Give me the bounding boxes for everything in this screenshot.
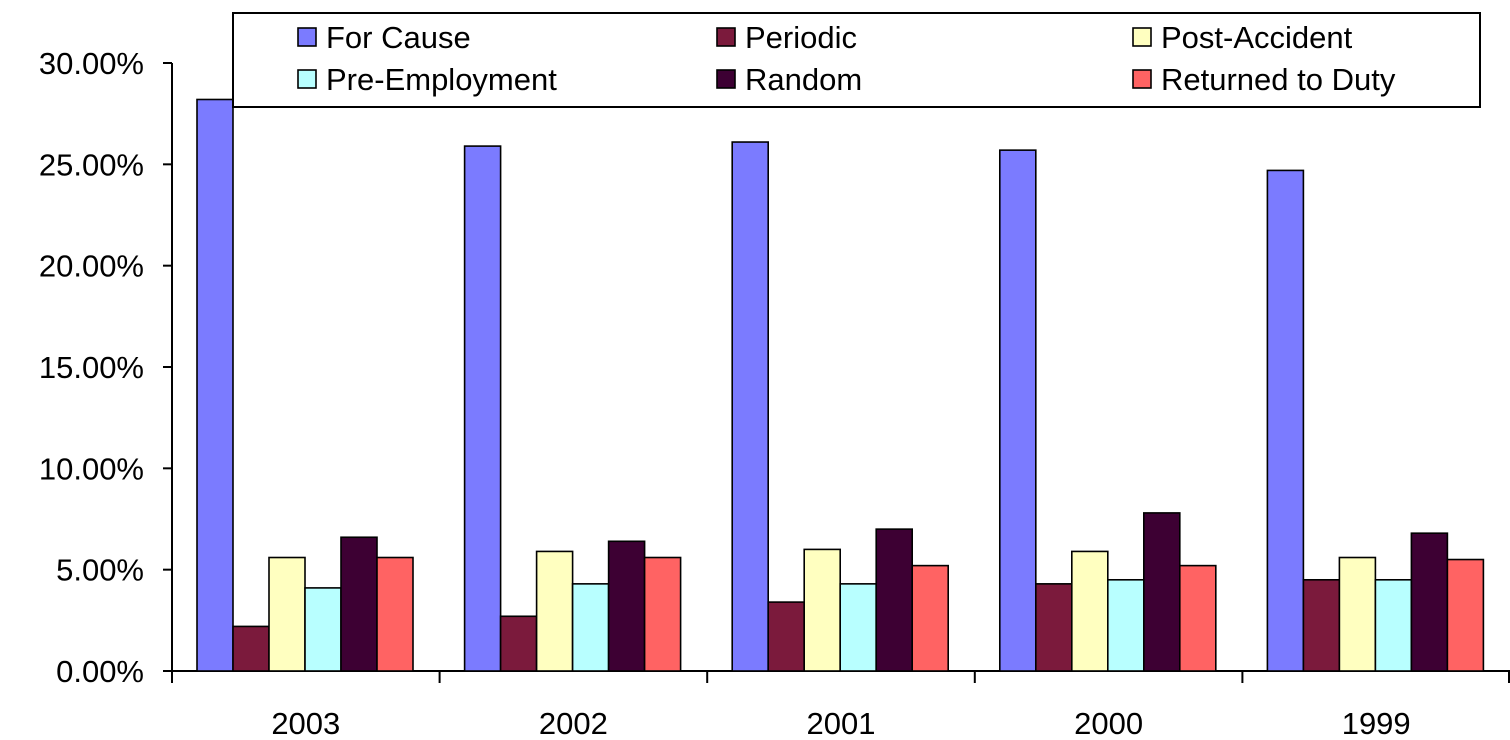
bar-returned-to-duty-2000 (1179, 564, 1217, 672)
legend: For Cause Periodic Post-Accident Pre-Employ… (232, 12, 1481, 108)
x-tick-label: 2000 (1074, 706, 1143, 740)
legend-box (232, 12, 1481, 108)
bar-post-accident-2001 (803, 548, 842, 672)
bar-periodic-2001 (767, 601, 806, 672)
bar-for-cause-2001 (731, 141, 770, 672)
bar-periodic-1999 (1302, 578, 1341, 672)
bar-post-accident-2003 (268, 556, 306, 672)
bar-pre-employment-2001 (839, 583, 878, 672)
bars (196, 98, 1485, 672)
legend-swatch (297, 69, 317, 89)
bar-periodic-2003 (232, 625, 270, 672)
bar-returned-to-duty-1999 (1446, 558, 1485, 672)
bar-random-2003 (340, 536, 378, 672)
y-tick-label: 25.00% (39, 147, 144, 182)
bar-random-2001 (875, 528, 914, 672)
bar-for-cause-1999 (1266, 169, 1305, 672)
bar-for-cause-2000 (998, 149, 1037, 672)
x-tick-label: 2002 (539, 706, 608, 740)
legend-label: Periodic (745, 20, 857, 55)
legend-label: Pre-Employment (326, 62, 557, 97)
y-tick-label: 15.00% (39, 350, 144, 385)
bar-pre-employment-2003 (304, 587, 342, 672)
y-tick-label: 10.00% (39, 451, 144, 486)
bar-post-accident-2002 (535, 550, 574, 672)
legend-label: Random (745, 62, 862, 97)
bar-returned-to-duty-2002 (643, 556, 682, 672)
y-tick-label: 5.00% (56, 553, 144, 588)
bar-for-cause-2003 (196, 98, 234, 672)
y-tick-label: 0.00% (56, 654, 144, 689)
bar-pre-employment-2000 (1107, 578, 1145, 672)
legend-swatch (1132, 27, 1152, 47)
legend-swatch (716, 69, 736, 89)
bar-post-accident-1999 (1338, 556, 1377, 672)
bar-random-2002 (607, 540, 646, 672)
legend-label: For Cause (326, 20, 471, 55)
legend-swatch (716, 27, 736, 47)
bar-returned-to-duty-2001 (911, 564, 950, 672)
x-axis: 2003 2002 2001 2000 1999 (171, 670, 1510, 740)
bar-random-1999 (1410, 532, 1449, 672)
bar-pre-employment-2002 (571, 583, 610, 672)
y-axis: 0.00% 5.00% 10.00% 15.00% 20.00% 25.00% 30.00% (39, 46, 173, 689)
legend-swatch (297, 27, 317, 47)
x-tick-label: 2001 (807, 706, 876, 740)
y-tick-label: 30.00% (39, 46, 144, 81)
bar-post-accident-2000 (1071, 550, 1109, 672)
bar-for-cause-2002 (463, 145, 502, 672)
y-tick-label: 20.00% (39, 249, 144, 284)
bar-pre-employment-1999 (1374, 578, 1413, 672)
x-tick-label: 2003 (271, 706, 340, 740)
x-tick-label: 1999 (1342, 706, 1411, 740)
legend-swatch (1132, 69, 1152, 89)
bar-periodic-2002 (499, 615, 538, 672)
bar-random-2000 (1143, 512, 1181, 672)
legend-label: Returned to Duty (1161, 62, 1396, 97)
bar-returned-to-duty-2003 (376, 556, 414, 672)
bar-periodic-2000 (1035, 583, 1073, 672)
legend-label: Post-Accident (1161, 20, 1353, 55)
